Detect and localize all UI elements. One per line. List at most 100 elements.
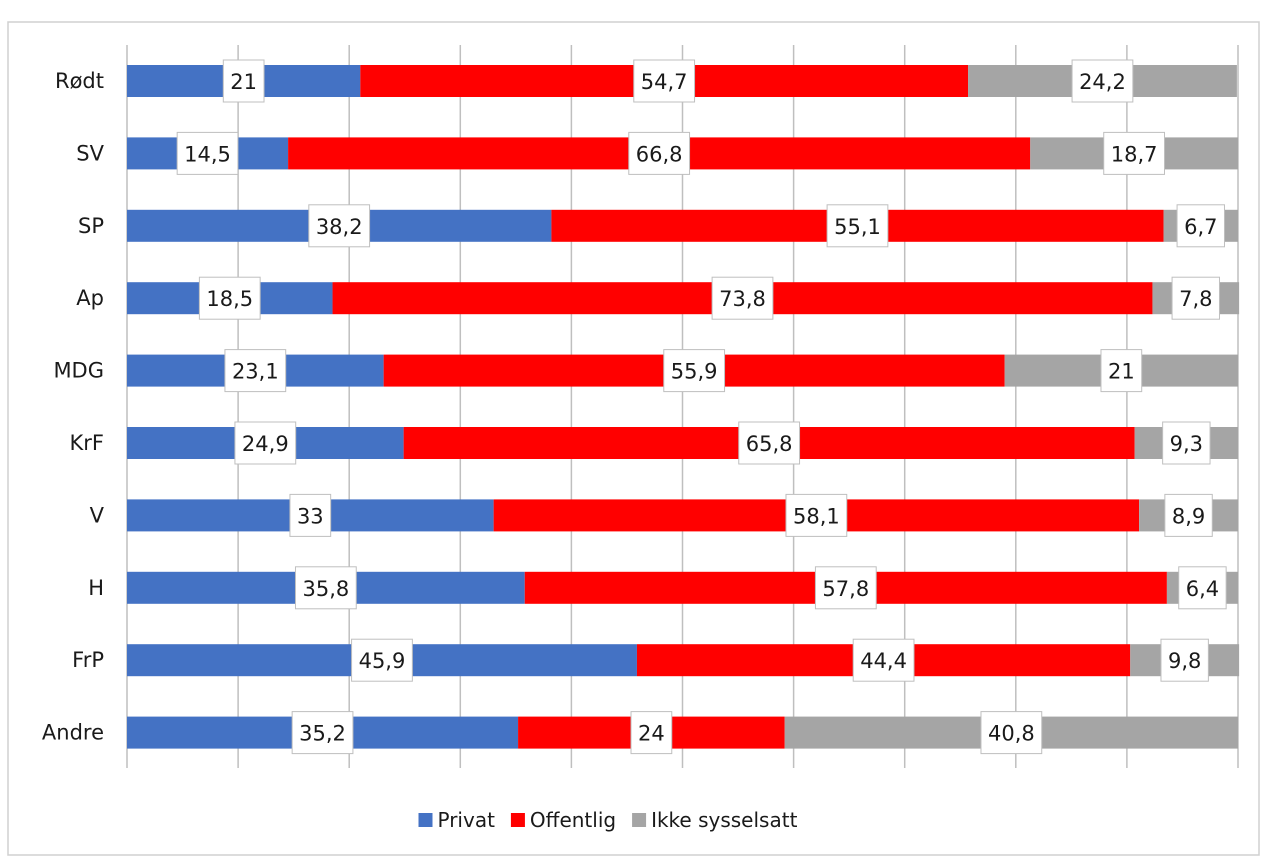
data-label: 45,9 [351,638,413,682]
data-label-text: 55,9 [671,360,718,384]
data-label: 55,9 [663,349,726,393]
data-label-box [785,493,848,537]
legend-label: Privat [438,808,496,832]
data-label-box [1100,349,1143,393]
data-label-box [852,638,915,682]
data-label-box [176,131,239,175]
data-label: 24,2 [1071,59,1134,103]
data-label-text: 21 [230,70,257,94]
data-label-text: 55,1 [834,215,881,239]
legend-label: Ikke sysselsatt [651,808,797,832]
data-label: 9,3 [1162,421,1211,465]
data-label: 58,1 [785,493,848,537]
data-label-text: 54,7 [641,70,688,94]
data-label-text: 66,8 [636,142,683,166]
data-label-text: 6,7 [1184,215,1217,239]
data-label-text: 40,8 [988,722,1035,746]
data-label-box [826,204,889,248]
data-label-text: 44,4 [860,649,907,673]
data-label: 38,2 [308,204,371,248]
legend-swatch [418,813,433,827]
data-label: 7,8 [1171,276,1220,320]
data-label: 65,8 [738,421,801,465]
legend-swatch [632,813,647,827]
data-label-box [289,493,332,537]
data-label: 54,7 [633,59,696,103]
data-label-box [1178,566,1227,610]
data-label: 55,1 [826,204,889,248]
category-axis: Rødt SV SP Ap MDG KrF V H FrP Andre [42,69,105,745]
data-label-text: 24,9 [242,432,289,456]
data-label-text: 8,9 [1172,504,1205,528]
data-label-text: 73,8 [719,287,766,311]
data-label: 23,1 [224,349,287,393]
data-label-box [1103,131,1166,175]
data-label: 24 [630,711,673,755]
legend-label: Offentlig [530,808,616,832]
category-label: V [90,503,105,527]
data-label-box [351,638,413,682]
data-label: 33 [289,493,332,537]
data-label-box [814,566,877,610]
data-label-box [738,421,801,465]
data-label: 21 [222,59,265,103]
data-label-text: 57,8 [822,577,869,601]
data-label: 8,9 [1164,493,1213,537]
data-label: 6,7 [1176,204,1225,248]
data-label: 57,8 [814,566,877,610]
category-label: FrP [72,648,104,672]
data-label: 73,8 [711,276,774,320]
data-label-box [308,204,371,248]
data-label: 40,8 [980,711,1043,755]
data-label-text: 9,3 [1170,432,1203,456]
data-label-box [663,349,726,393]
data-label-text: 18,5 [206,287,253,311]
data-label-box [1071,59,1134,103]
data-label: 44,4 [852,638,915,682]
plot-area: 21 54,7 24,2 14,5 66,8 18,7 38,2 55,1 6,7 18,5 73,… [127,59,1240,755]
data-label-box [234,421,297,465]
data-label-box [198,276,261,320]
data-label-box [633,59,696,103]
data-label-box [222,59,265,103]
category-label: SP [78,214,104,238]
data-label-box [291,711,354,755]
data-label-box [1164,493,1213,537]
data-label-box [1162,421,1211,465]
data-label: 18,5 [198,276,261,320]
category-label: Ap [76,286,104,310]
legend-entry: Ikke sysselsatt [632,808,798,832]
category-label: SV [76,141,104,165]
data-label: 35,8 [294,566,357,610]
category-label: Andre [42,721,104,745]
data-label-text: 24 [638,722,665,746]
data-label-text: 35,2 [299,722,346,746]
data-label: 66,8 [628,131,691,175]
data-label-text: 38,2 [316,215,363,239]
data-label-box [224,349,287,393]
data-label-box [1160,638,1209,682]
data-label-box [711,276,774,320]
data-label-text: 7,8 [1179,287,1212,311]
data-label-box [1171,276,1220,320]
data-label: 24,9 [234,421,297,465]
data-label: 9,8 [1160,638,1209,682]
data-label-text: 14,5 [184,142,231,166]
data-label-text: 24,2 [1079,70,1126,94]
data-label-box [1176,204,1225,248]
legend-entry: Offentlig [510,808,616,832]
data-label-box [630,711,673,755]
data-label-box [980,711,1043,755]
data-label-text: 65,8 [746,432,793,456]
data-label-text: 9,8 [1168,649,1201,673]
category-label: Rødt [55,69,104,93]
data-label: 18,7 [1103,131,1166,175]
data-label: 21 [1100,349,1143,393]
category-label: H [88,576,104,600]
data-label-text: 23,1 [232,360,279,384]
legend: Privat Offentlig Ikke sysselsatt [418,808,798,832]
data-label-text: 35,8 [302,577,349,601]
data-label-text: 33 [297,504,324,528]
data-label-text: 58,1 [793,504,840,528]
